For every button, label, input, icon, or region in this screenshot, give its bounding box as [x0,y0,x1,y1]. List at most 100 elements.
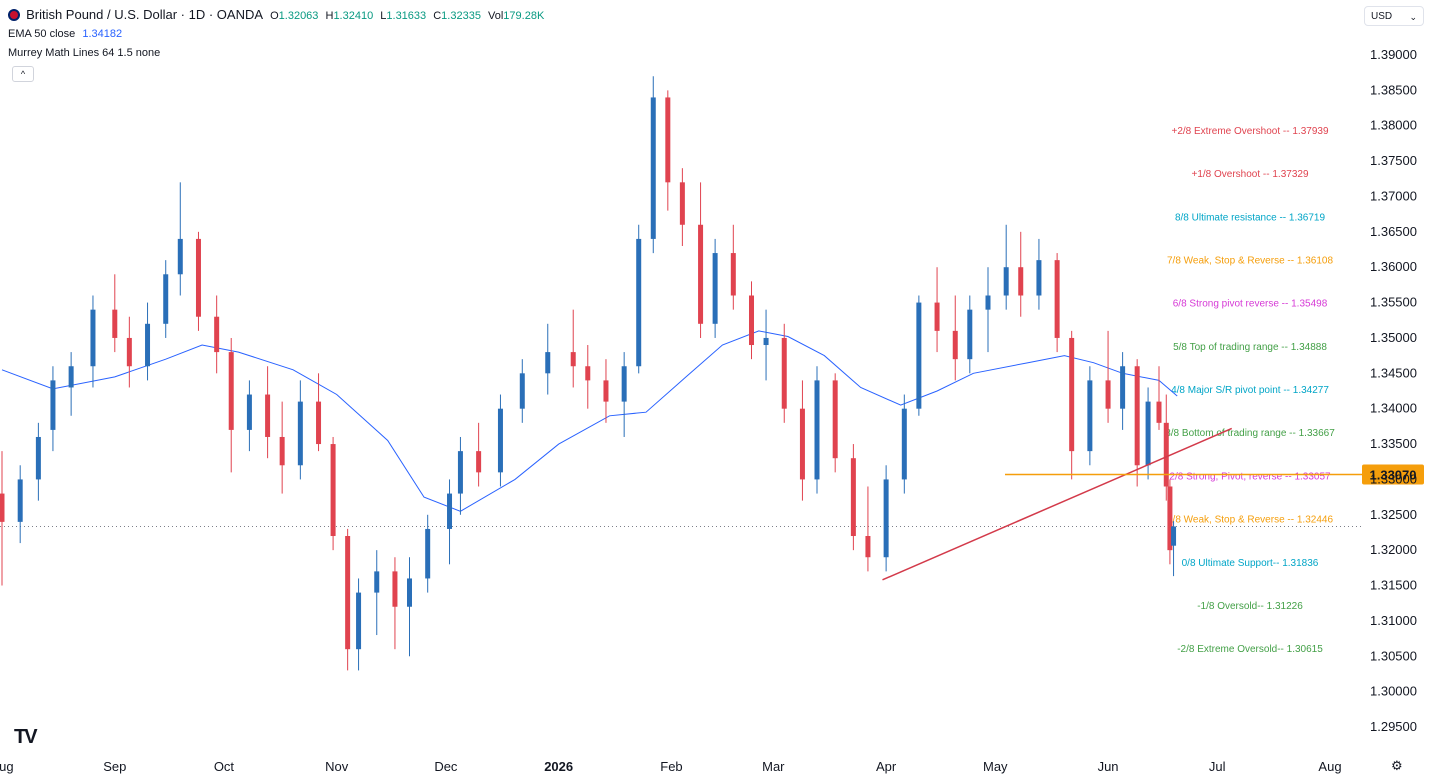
candle [1036,238,1042,310]
x-tick-label: Feb [660,759,682,774]
candle [1163,394,1169,501]
candle-body [457,451,463,494]
candle-body [1003,267,1009,296]
candle [0,451,5,586]
candle [865,486,871,572]
ema-legend[interactable]: EMA 50 close 1.34182 [8,28,122,40]
candle-body [585,366,591,381]
x-tick-label: Sep [103,759,126,774]
candle [570,309,576,388]
candle-body [297,401,303,466]
murrey-level-label: 3/8 Bottom of trading range -- 1.33667 [1165,428,1335,439]
candle [406,557,412,657]
candle [356,578,362,671]
support-trendline [882,427,1233,581]
murrey-level-label: -2/8 Extreme Oversold-- 1.30615 [1177,644,1323,655]
candle [17,465,23,544]
y-tick-label: 1.37000 [1370,188,1417,203]
candle [1120,352,1126,430]
candle-body [214,316,220,353]
price-badge-label: 1.33070 [1370,467,1417,482]
candle [1171,521,1177,577]
x-tick-label: Jun [1098,759,1119,774]
candle-body [195,238,201,317]
y-tick-label: 1.36500 [1370,224,1417,239]
settings-gear-icon[interactable]: ⚙ [1391,758,1403,773]
candle [730,224,736,310]
candle [799,380,805,501]
candle [901,394,907,494]
x-tick-label: 2026 [544,759,573,774]
high-value: 1.32410 [333,10,374,22]
y-tick-label: 1.31000 [1370,613,1417,628]
murrey-level-label: -1/8 Oversold-- 1.31226 [1197,601,1303,612]
candle-body [1036,260,1042,296]
candle-body [621,366,627,402]
candle [1018,231,1024,317]
candle [967,295,973,374]
candle [1003,224,1009,310]
currency-value: USD [1371,11,1393,22]
candle-body [901,408,907,480]
candle-body [497,408,503,473]
open-label: O [270,10,279,22]
collapse-legend-button[interactable]: ^ [12,66,34,82]
candle-body [1163,422,1169,487]
candle [1054,253,1060,353]
low-value: 1.31633 [386,10,427,22]
murrey-level-label: 8/8 Ultimate resistance -- 1.36719 [1175,212,1326,223]
currency-select[interactable]: USD ⌄ [1364,6,1424,26]
ema-label: EMA 50 close [8,28,76,40]
ema-value: 1.34182 [82,28,123,40]
murrey-level-label: 6/8 Strong pivot reverse -- 1.35498 [1173,299,1328,310]
chevron-down-icon: ⌄ [1409,12,1417,22]
candle [163,260,169,338]
y-tick-label: 1.29500 [1370,719,1417,734]
murrey-level-label: 2/8 Strong, Pivot, reverse -- 1.33057 [1169,471,1331,482]
symbol-title: British Pound / U.S. Dollar · 1D · OANDA [26,7,264,22]
candle-body [1054,260,1060,338]
candle-body [781,337,787,409]
murrey-level-label: 5/8 Top of trading range -- 1.34888 [1173,342,1327,353]
candle [1087,366,1093,466]
candle-body [330,444,336,537]
x-tick-label: May [983,759,1008,774]
candle-body [1134,366,1140,466]
candle-body [850,458,856,537]
close-label: C [433,10,442,22]
candle-body [679,182,685,225]
candle-body [1087,380,1093,452]
chevron-up-icon: ^ [20,69,26,79]
candle-body [967,309,973,360]
candle [698,182,704,338]
candle [636,224,642,374]
candle [781,323,787,423]
y-tick-label: 1.35500 [1370,295,1417,310]
murrey-legend[interactable]: Murrey Math Lines 64 1.5 none [8,47,160,59]
candle-body [1145,401,1151,466]
y-tick-label: 1.36000 [1370,259,1417,274]
candle [447,479,453,565]
candle [832,373,838,473]
candle [246,380,252,452]
candle-body [1069,337,1075,452]
candle [621,352,627,437]
candle [497,394,503,487]
candle [330,436,336,551]
candle-body [712,253,718,324]
candle [265,366,271,459]
candle-body [374,571,380,593]
candle-body [68,366,74,388]
low-label: L [380,10,387,22]
x-tick-label: Nov [325,759,349,774]
candle-body [698,224,704,324]
murrey-level-label: 0/8 Ultimate Support-- 1.31836 [1182,558,1319,569]
candle-body [814,380,820,480]
murrey-level-label: +1/8 Overshoot -- 1.37329 [1191,169,1308,180]
ema-50-line [1,330,1178,512]
candle [228,337,234,473]
candle [916,295,922,416]
y-tick-label: 1.35000 [1370,330,1417,345]
y-tick-label: 1.38500 [1370,82,1417,97]
